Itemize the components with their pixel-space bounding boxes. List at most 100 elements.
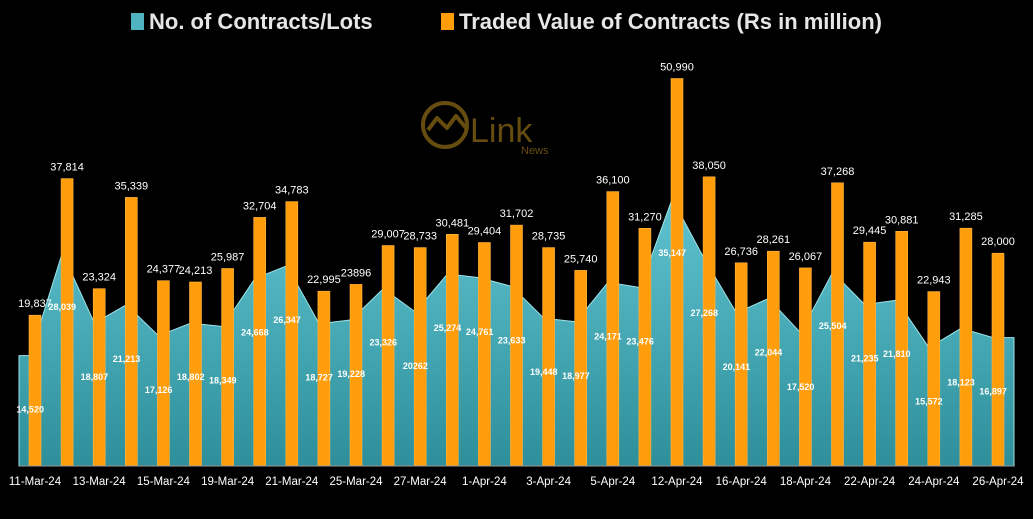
- traded-value-bar: [28, 314, 42, 467]
- legend: No. of Contracts/Lots Traded Value of Co…: [131, 9, 882, 34]
- traded-value-data-label: 23896: [341, 267, 372, 279]
- x-axis-tick-label: 21-Mar-24: [265, 476, 319, 488]
- traded-value-bar: [253, 217, 266, 467]
- traded-value-bar: [991, 252, 1005, 467]
- contracts-data-label: 18,977: [562, 371, 590, 381]
- legend-swatch-contracts: [131, 13, 144, 30]
- x-axis-tick-label: 19-Mar-24: [201, 476, 255, 488]
- contracts-data-label: 35,147: [658, 248, 686, 258]
- traded-value-data-label: 31,285: [949, 211, 983, 223]
- contracts-data-label: 24,668: [241, 328, 269, 338]
- traded-value-data-label: 24,377: [147, 264, 181, 276]
- traded-value-bar: [381, 245, 395, 467]
- x-axis-tick-label: 22-Apr-24: [844, 476, 896, 488]
- x-axis-tick-label: 15-Mar-24: [137, 476, 191, 488]
- traded-value-data-label: 28,261: [756, 234, 790, 246]
- traded-value-data-label: 22,943: [917, 275, 951, 287]
- traded-value-data-label: 24,213: [179, 265, 213, 277]
- x-axis-tick-label: 13-Mar-24: [73, 476, 127, 488]
- traded-value-bar: [542, 247, 555, 467]
- traded-value-data-label: 29,445: [853, 225, 887, 237]
- traded-value-bar: [799, 267, 812, 467]
- bar-data-labels: 19,837 37,814 23,324 35,339 24,37724,21325,9…: [18, 62, 1015, 311]
- x-axis-tick-label: 3-Apr-24: [526, 476, 571, 488]
- contracts-data-label: 22,044: [755, 348, 783, 358]
- traded-value-data-label: 37,268: [821, 166, 855, 178]
- x-axis-tick-label: 5-Apr-24: [590, 476, 635, 488]
- traded-value-bar: [60, 178, 74, 467]
- contracts-data-label: 15,572: [915, 397, 943, 407]
- contracts-data-label: 21,213: [113, 354, 141, 364]
- traded-value-data-label: 26,736: [724, 246, 758, 258]
- traded-value-bar: [574, 270, 588, 467]
- bar-series: [28, 78, 1005, 467]
- contracts-data-label: 23,476: [626, 337, 654, 347]
- area-data-labels: 14,520 28,039 18,807 21,213 17,126 18,802 18,3…: [16, 248, 1006, 415]
- traded-value-bar: [510, 224, 523, 467]
- contracts-data-label: 19,228: [337, 369, 365, 379]
- traded-value-bar: [702, 176, 716, 467]
- contracts-data-label: 25,504: [819, 321, 847, 331]
- contracts-data-label: 24,171: [594, 331, 622, 341]
- traded-value-data-label: 28,733: [403, 231, 437, 243]
- traded-value-data-label: 37,814: [50, 162, 84, 174]
- watermark-sub: News: [521, 145, 549, 157]
- traded-value-bar: [125, 197, 138, 467]
- contracts-data-label: 26,347: [273, 315, 301, 325]
- contracts-data-label: 16,897: [979, 387, 1007, 397]
- x-axis-tick-label: 11-Mar-24: [9, 476, 62, 488]
- traded-value-data-label: 35,339: [114, 180, 148, 192]
- watermark-brand: Link: [470, 112, 533, 150]
- contracts-data-label: 14,520: [16, 405, 44, 415]
- traded-value-bar: [445, 234, 459, 467]
- contracts-data-label: 28,039: [49, 302, 77, 312]
- traded-value-data-label: 28,735: [532, 231, 566, 243]
- traded-value-bar: [606, 191, 620, 467]
- x-axis-tick-label: 24-Apr-24: [908, 476, 960, 488]
- traded-value-bar: [638, 228, 652, 467]
- legend-label-contracts: No. of Contracts/Lots: [149, 9, 373, 34]
- traded-value-data-label: 31,270: [628, 211, 662, 223]
- contracts-data-label: 20262: [403, 361, 428, 371]
- traded-value-data-label: 31,702: [500, 208, 534, 220]
- x-axis-tick-label: 1-Apr-24: [462, 476, 507, 488]
- contracts-data-label: 20,141: [723, 362, 751, 372]
- traded-value-data-label: 30,481: [435, 217, 469, 229]
- traded-value-bar: [478, 242, 491, 467]
- x-axis-tick-label: 26-Apr-24: [972, 476, 1024, 488]
- contracts-data-label: 19,448: [530, 367, 558, 377]
- traded-value-data-label: 30,881: [885, 214, 919, 226]
- traded-value-bar: [959, 227, 973, 467]
- contracts-data-label: 18,727: [305, 373, 333, 383]
- contracts-data-label: 18,807: [81, 372, 109, 382]
- contracts-data-label: 23,326: [370, 338, 398, 348]
- contracts-data-label: 23,633: [498, 335, 526, 345]
- contracts-data-label: 17,520: [787, 382, 815, 392]
- traded-value-bar: [157, 280, 170, 467]
- contracts-data-label: 24,761: [466, 327, 494, 337]
- x-axis-tick-labels: 11-Mar-24 13-Mar-24 15-Mar-24 19-Mar-24 21-M…: [9, 476, 1024, 488]
- traded-value-data-label: 38,050: [692, 160, 726, 172]
- traded-value-data-label: 23,324: [82, 272, 116, 284]
- x-axis-tick-label: 12-Apr-24: [651, 476, 703, 488]
- traded-value-bar: [927, 291, 941, 467]
- traded-value-data-label: 25,987: [211, 252, 245, 264]
- link-news-watermark: Link News: [421, 101, 549, 157]
- contracts-data-label: 18,349: [209, 376, 237, 386]
- x-axis-tick-label: 25-Mar-24: [329, 476, 383, 488]
- contracts-data-label: 17,126: [145, 385, 173, 395]
- traded-value-data-label: 22,995: [307, 274, 341, 286]
- traded-value-data-label: 29,404: [468, 226, 502, 238]
- contracts-data-label: 21,810: [883, 349, 911, 359]
- traded-value-data-label: 25,740: [564, 253, 598, 265]
- traded-value-bar: [285, 201, 299, 467]
- contracts-data-label: 18,123: [947, 377, 975, 387]
- traded-value-data-label: 50,990: [660, 62, 694, 74]
- contracts-data-label: 25,274: [434, 323, 462, 333]
- x-axis-tick-label: 16-Apr-24: [716, 476, 768, 488]
- link-logo-icon: [421, 101, 469, 149]
- legend-swatch-traded-value: [441, 13, 454, 30]
- traded-value-data-label: 26,067: [789, 251, 823, 263]
- contracts-data-label: 21,235: [851, 354, 879, 364]
